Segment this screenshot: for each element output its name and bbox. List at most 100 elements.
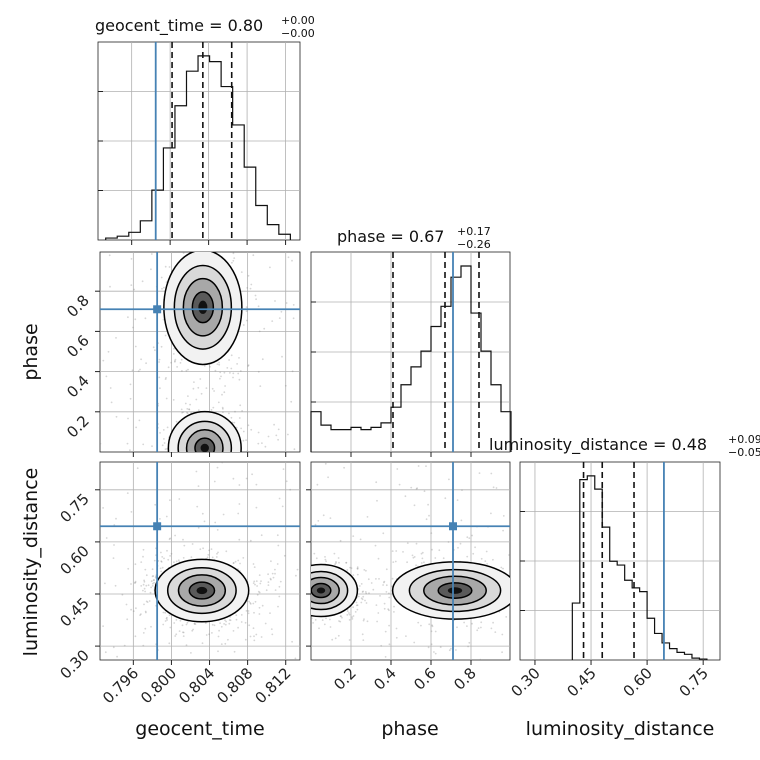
scatter-C [375,604,378,606]
xtick-label-C-0: 0.2 [330,664,360,694]
scatter-B [148,600,151,602]
scatter-A [191,473,193,475]
scatter-C [539,608,541,610]
scatter-B [258,613,261,615]
scatter-A [203,365,206,367]
scatter-A [131,369,134,372]
scatter-B [169,626,172,629]
scatter-C [302,600,304,602]
scatter-C [431,624,433,627]
scatter-B [278,497,281,500]
scatter-C [264,570,266,572]
scatter-A [181,411,184,414]
scatter-C [365,592,368,595]
scatter-C [517,616,519,618]
scatter-C [480,626,482,629]
scatter-B [134,580,137,583]
scatter-A [211,460,213,462]
scatter-A [215,476,217,478]
scatter-B [235,614,238,617]
scatter-B [227,638,229,641]
scatter-C [293,582,295,584]
scatter-C [434,557,437,559]
scatter-B [277,605,279,608]
scatter-C [417,621,420,624]
xtick-label-C-1: 0.4 [370,664,400,694]
scatter-A [165,377,167,379]
scatter-A [230,454,232,456]
scatter-C [279,598,281,600]
scatter-C [305,557,307,559]
scatter-C [296,608,298,610]
scatter-B [214,521,217,524]
scatter-C [484,560,487,562]
scatter-B [260,636,263,638]
scatter-C [356,567,359,570]
scatter-A [187,368,189,371]
scatter-C [376,620,378,623]
scatter-B [277,544,280,547]
scatter-A [191,471,193,473]
scatter-B [255,580,258,582]
xtick-label-h3-0: 0.30 [507,664,543,700]
contour-B-0-1 [166,566,237,615]
scatter-B [181,624,184,627]
scatter-A [185,466,187,468]
scatter-B [245,610,248,612]
scatter-A [219,459,221,461]
scatter-B [182,631,184,634]
scatter-A [285,302,288,304]
scatter-A [204,464,206,466]
scatter-C [324,556,326,558]
scatter-C [327,476,329,479]
scatter-A [264,445,267,448]
scatter-B [276,534,279,537]
scatter-A [187,471,189,473]
scatter-A [232,252,235,255]
scatter-C [521,601,523,603]
density-C-0-4 [447,587,463,594]
scatter-C [329,626,332,628]
scatter-B [211,623,214,626]
scatter-A [245,306,248,309]
scatter-C [512,626,514,628]
xtick-label-C-3: 0.8 [450,664,480,694]
scatter-A [162,429,165,431]
scatter-C [362,639,365,641]
scatter-A [188,408,191,411]
scatter-C [523,613,525,615]
scatter-C [512,590,514,592]
scatter-A [238,357,240,359]
scatter-C [307,613,309,615]
scatter-A [219,458,221,460]
scatter-A [203,463,205,465]
scatter-A [230,468,232,470]
scatter-B [242,557,245,559]
scatter-C [476,629,479,632]
scatter-B [239,562,241,565]
scatter-A [129,449,131,452]
scatter-B [270,560,272,563]
scatter-B [285,480,288,483]
scatter-A [159,387,161,390]
scatter-A [189,471,191,473]
scatter-C [383,580,386,583]
scatter-B [150,625,152,628]
xlabel-geocent_time: geocent_time [135,718,264,740]
scatter-B [269,612,271,614]
scatter-A [134,318,137,321]
scatter-B [219,622,222,624]
scatter-C [413,504,416,507]
scatter-A [204,468,206,470]
scatter-A [129,397,132,400]
scatter-C [427,646,430,649]
scatter-A [220,477,222,479]
scatter-B [144,610,147,613]
scatter-C [305,596,307,598]
scatter-B [221,462,224,464]
scatter-B [238,484,241,486]
scatter-C [273,604,275,606]
scatter-A [150,268,152,271]
scatter-C [301,623,303,625]
scatter-A [160,232,162,234]
